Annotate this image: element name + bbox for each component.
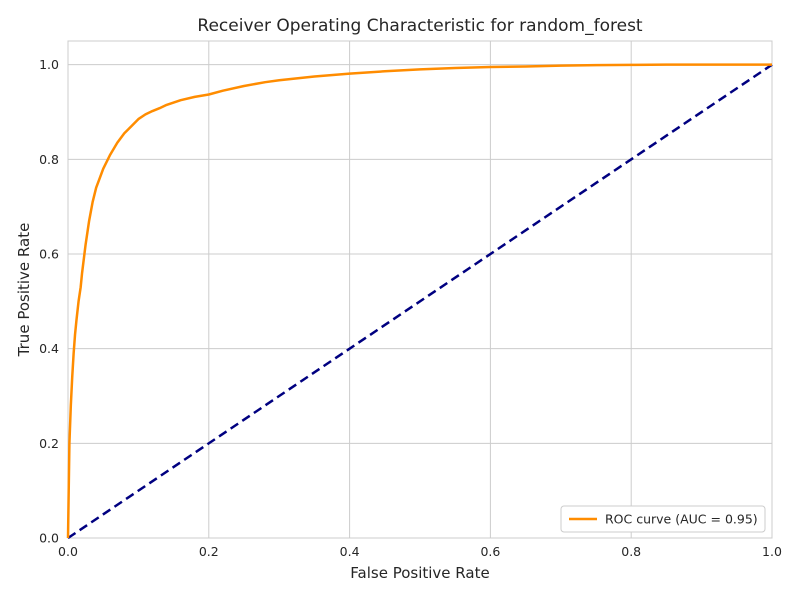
y-axis-label: True Positive Rate bbox=[15, 223, 33, 358]
x-tick-label: 0.4 bbox=[340, 544, 360, 559]
x-tick-label: 0.8 bbox=[621, 544, 641, 559]
y-tick-label: 0.6 bbox=[39, 247, 59, 262]
y-tick-label: 1.0 bbox=[39, 57, 59, 72]
y-tick-label: 0.2 bbox=[39, 436, 59, 451]
plot-frame bbox=[67, 40, 773, 539]
series-layer bbox=[66, 63, 773, 540]
roc-curve-line bbox=[66, 63, 772, 539]
x-tick-label: 1.0 bbox=[762, 544, 782, 559]
x-tick-label: 0.6 bbox=[480, 544, 500, 559]
x-tick-label: 0.2 bbox=[199, 544, 219, 559]
x-tick-label: 0.0 bbox=[58, 544, 78, 559]
chance-diagonal-line bbox=[67, 63, 773, 540]
legend-box bbox=[560, 505, 766, 533]
legend-label-roc: ROC curve (AUC = 0.95) bbox=[605, 512, 758, 527]
legend: ROC curve (AUC = 0.95) bbox=[560, 505, 766, 533]
y-tick-label: 0.0 bbox=[39, 531, 59, 546]
y-tick-label: 0.8 bbox=[39, 152, 59, 167]
chart-title: Receiver Operating Characteristic for ra… bbox=[197, 16, 643, 36]
tick-layer: 0.0 0.2 0.4 0.6 0.8 1.0 0.0 0.2 0.4 0.6 0.8 1.0 bbox=[39, 57, 782, 559]
grid-layer bbox=[67, 41, 773, 539]
x-axis-label: False Positive Rate bbox=[350, 564, 489, 582]
y-tick-label: 0.4 bbox=[39, 341, 59, 356]
